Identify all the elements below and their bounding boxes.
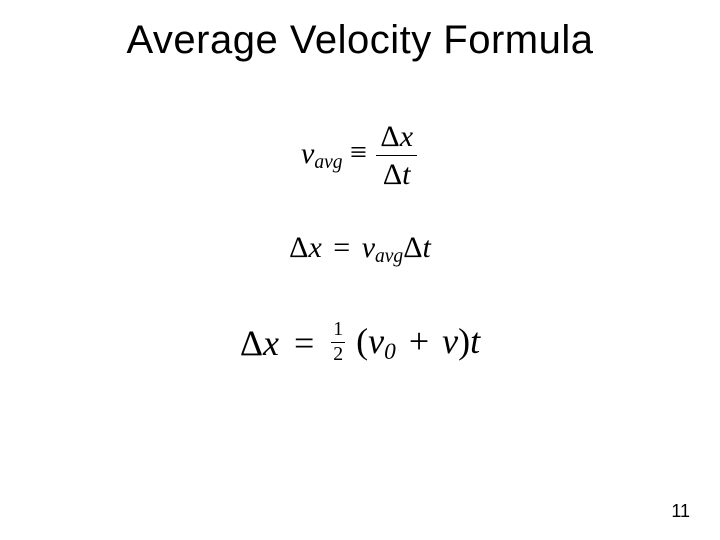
eq2-rhs-delta: Δ xyxy=(403,231,422,264)
eq1-num-delta: Δ xyxy=(380,120,399,153)
eq2-relation: = xyxy=(333,231,350,264)
equation-2-row: Δx = vavgΔt xyxy=(0,191,720,268)
eq3-plus: + xyxy=(409,321,429,361)
eq1-lhs-var: v xyxy=(301,137,314,170)
eq3-term2-var: v xyxy=(442,321,458,361)
eq3-close-paren: ) xyxy=(458,321,470,361)
eq3-tail-var: t xyxy=(470,321,480,361)
eq2-lhs-var: x xyxy=(308,231,321,264)
eq2-lhs-delta: Δ xyxy=(289,231,308,264)
eq1-num-var: x xyxy=(400,120,413,153)
eq3-relation: = xyxy=(294,323,314,363)
eq1-relation: ≡ xyxy=(350,136,367,170)
eq3-half-fraction: 1 2 xyxy=(331,319,345,366)
formula-area: vavg ≡ Δx Δt Δx = vavgΔt xyxy=(0,100,720,366)
eq3-half-num: 1 xyxy=(331,319,345,343)
eq3-lhs-delta: Δ xyxy=(240,323,263,363)
eq2-rhs-var: v xyxy=(362,231,375,264)
equation-2: Δx = vavgΔt xyxy=(289,231,431,268)
page-number: 11 xyxy=(671,501,690,522)
equation-1-row: vavg ≡ Δx Δt xyxy=(0,100,720,191)
equation-3: Δx = 1 2 (v0 + v)t xyxy=(240,318,480,366)
eq3-open-paren: ( xyxy=(356,321,368,361)
eq1-den-delta: Δ xyxy=(383,158,402,191)
eq3-term1-var: v xyxy=(368,321,384,361)
slide-title: Average Velocity Formula xyxy=(0,18,720,63)
eq3-lhs-var: x xyxy=(263,323,279,363)
eq1-fraction: Δx Δt xyxy=(376,120,417,191)
eq3-term1-sub: 0 xyxy=(384,339,396,365)
eq2-rhs-var2: t xyxy=(422,231,430,264)
equation-3-row: Δx = 1 2 (v0 + v)t xyxy=(0,268,720,366)
eq1-den-var: t xyxy=(402,158,410,191)
eq2-rhs-sub: avg xyxy=(375,246,403,267)
eq3-half-den: 2 xyxy=(331,343,345,366)
equation-1: vavg ≡ Δx Δt xyxy=(301,120,419,191)
eq1-lhs-sub: avg xyxy=(314,152,342,173)
slide: Average Velocity Formula vavg ≡ Δx Δt xyxy=(0,0,720,540)
